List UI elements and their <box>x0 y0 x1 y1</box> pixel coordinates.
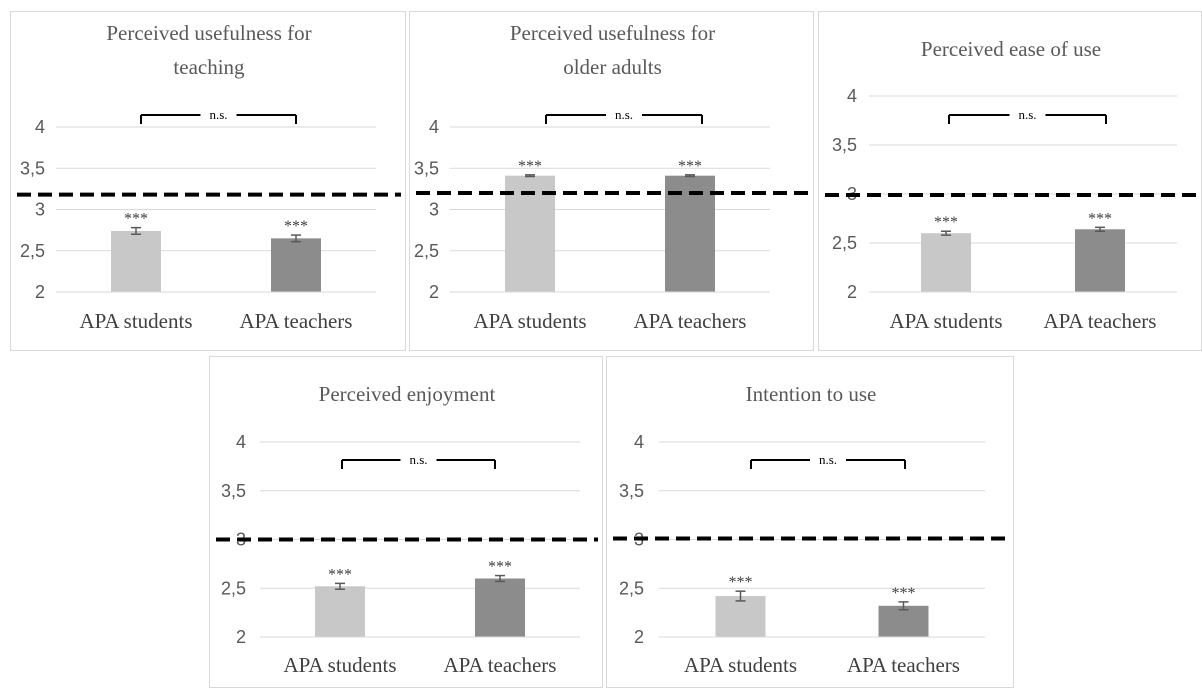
bar <box>271 238 321 292</box>
y-tick-label: 2,5 <box>20 241 45 261</box>
bar <box>505 175 555 292</box>
chart-title: older adults <box>563 55 662 79</box>
y-tick-label: 3 <box>429 200 439 220</box>
x-category-label: APA students <box>684 653 797 677</box>
y-tick-label: 2,5 <box>414 241 439 261</box>
significance-label: *** <box>124 211 148 228</box>
significance-label: *** <box>284 218 308 235</box>
comparison-label: n.s. <box>615 107 633 122</box>
significance-label: *** <box>934 214 958 231</box>
y-tick-label: 3,5 <box>221 481 246 501</box>
chart-title: Perceived usefulness for <box>106 21 311 45</box>
comparison-label: n.s. <box>819 452 837 467</box>
comparison-label: n.s. <box>209 107 227 122</box>
x-category-label: APA teachers <box>444 653 557 677</box>
x-category-label: APA students <box>473 309 586 333</box>
x-category-label: APA students <box>283 653 396 677</box>
y-tick-label: 3,5 <box>414 158 439 178</box>
chart-title: Perceived enjoyment <box>319 382 496 406</box>
bar <box>315 586 365 637</box>
y-tick-label: 4 <box>847 86 857 106</box>
x-category-label: APA teachers <box>634 309 747 333</box>
y-tick-label: 2,5 <box>832 233 857 253</box>
y-tick-label: 3,5 <box>619 481 644 501</box>
chart-panel-usefulness-older-adults: Perceived usefulness for older adults 2 2,5… <box>409 11 814 351</box>
significance-label: *** <box>328 566 352 583</box>
significance-label: *** <box>729 574 753 591</box>
bar <box>1075 229 1125 292</box>
y-tick-label: 3,5 <box>832 135 857 155</box>
y-tick-label: 3,5 <box>20 158 45 178</box>
chart-svg: Perceived usefulness for older adults 2 2,5… <box>414 21 809 333</box>
chart-title: teaching <box>173 55 245 79</box>
comparison-label: n.s. <box>409 452 427 467</box>
significance-label: *** <box>518 158 542 175</box>
y-tick-label: 2 <box>236 627 246 647</box>
y-tick-label: 2 <box>429 282 439 302</box>
chart-panel-usefulness-teaching: Perceived usefulness for teaching 2 2,5 3 3,5… <box>10 11 406 351</box>
y-tick-label: 4 <box>429 117 439 137</box>
y-tick-label: 2,5 <box>619 578 644 598</box>
significance-label: *** <box>678 158 702 175</box>
y-tick-label: 4 <box>35 117 45 137</box>
bar <box>665 175 715 292</box>
y-tick-label: 2,5 <box>221 578 246 598</box>
bar <box>715 596 766 637</box>
x-category-label: APA students <box>79 309 192 333</box>
chart-title: Perceived ease of use <box>921 37 1101 61</box>
y-tick-label: 4 <box>236 432 246 452</box>
bar <box>878 605 929 637</box>
significance-label: *** <box>488 559 512 576</box>
bar <box>475 578 525 637</box>
chart-title: Perceived usefulness for <box>510 21 715 45</box>
x-category-label: APA teachers <box>240 309 353 333</box>
bar <box>111 230 161 292</box>
comparison-label: n.s. <box>1018 107 1036 122</box>
y-tick-label: 2 <box>35 282 45 302</box>
significance-label: *** <box>892 585 916 602</box>
x-category-label: APA students <box>889 309 1002 333</box>
y-tick-label: 3 <box>35 200 45 220</box>
y-tick-label: 2 <box>634 627 644 647</box>
x-category-label: APA teachers <box>847 653 960 677</box>
y-tick-label: 4 <box>634 432 644 452</box>
bar <box>921 233 971 292</box>
significance-label: *** <box>1088 210 1112 227</box>
chart-svg: Perceived usefulness for teaching 2 2,5 3 3,5… <box>17 21 401 333</box>
y-tick-label: 2 <box>847 282 857 302</box>
chart-title: Intention to use <box>746 382 877 406</box>
x-category-label: APA teachers <box>1044 309 1157 333</box>
